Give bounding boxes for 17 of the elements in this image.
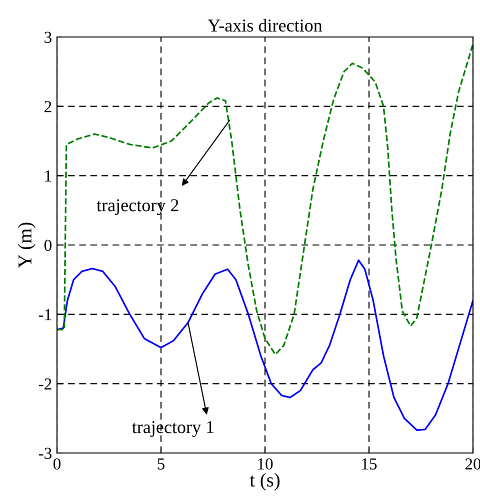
y-tick-label: -2 (38, 378, 52, 390)
x-tick-label: 5 (158, 458, 165, 470)
chart-title: Y-axis direction (208, 18, 322, 32)
annotation: trajectory 2 (96, 199, 178, 216)
y-tick-label: 0 (44, 240, 52, 251)
y-tick-label: -3 (38, 448, 52, 459)
y-tick-label: 1 (45, 170, 52, 182)
annotation: trajectory 1 (132, 421, 214, 437)
line-series (57, 43, 473, 356)
x-tick-label: 15 (362, 458, 377, 470)
y-tick-label: 3 (44, 32, 52, 43)
y-axis-title: Y (m) (18, 222, 36, 268)
x-tick-label: 0 (53, 458, 61, 470)
x-axis-title: t (s) (250, 472, 280, 491)
y-tick-label: -1 (38, 309, 52, 320)
x-tick-label: 10 (258, 458, 273, 470)
y-tick-label: 2 (44, 101, 52, 112)
